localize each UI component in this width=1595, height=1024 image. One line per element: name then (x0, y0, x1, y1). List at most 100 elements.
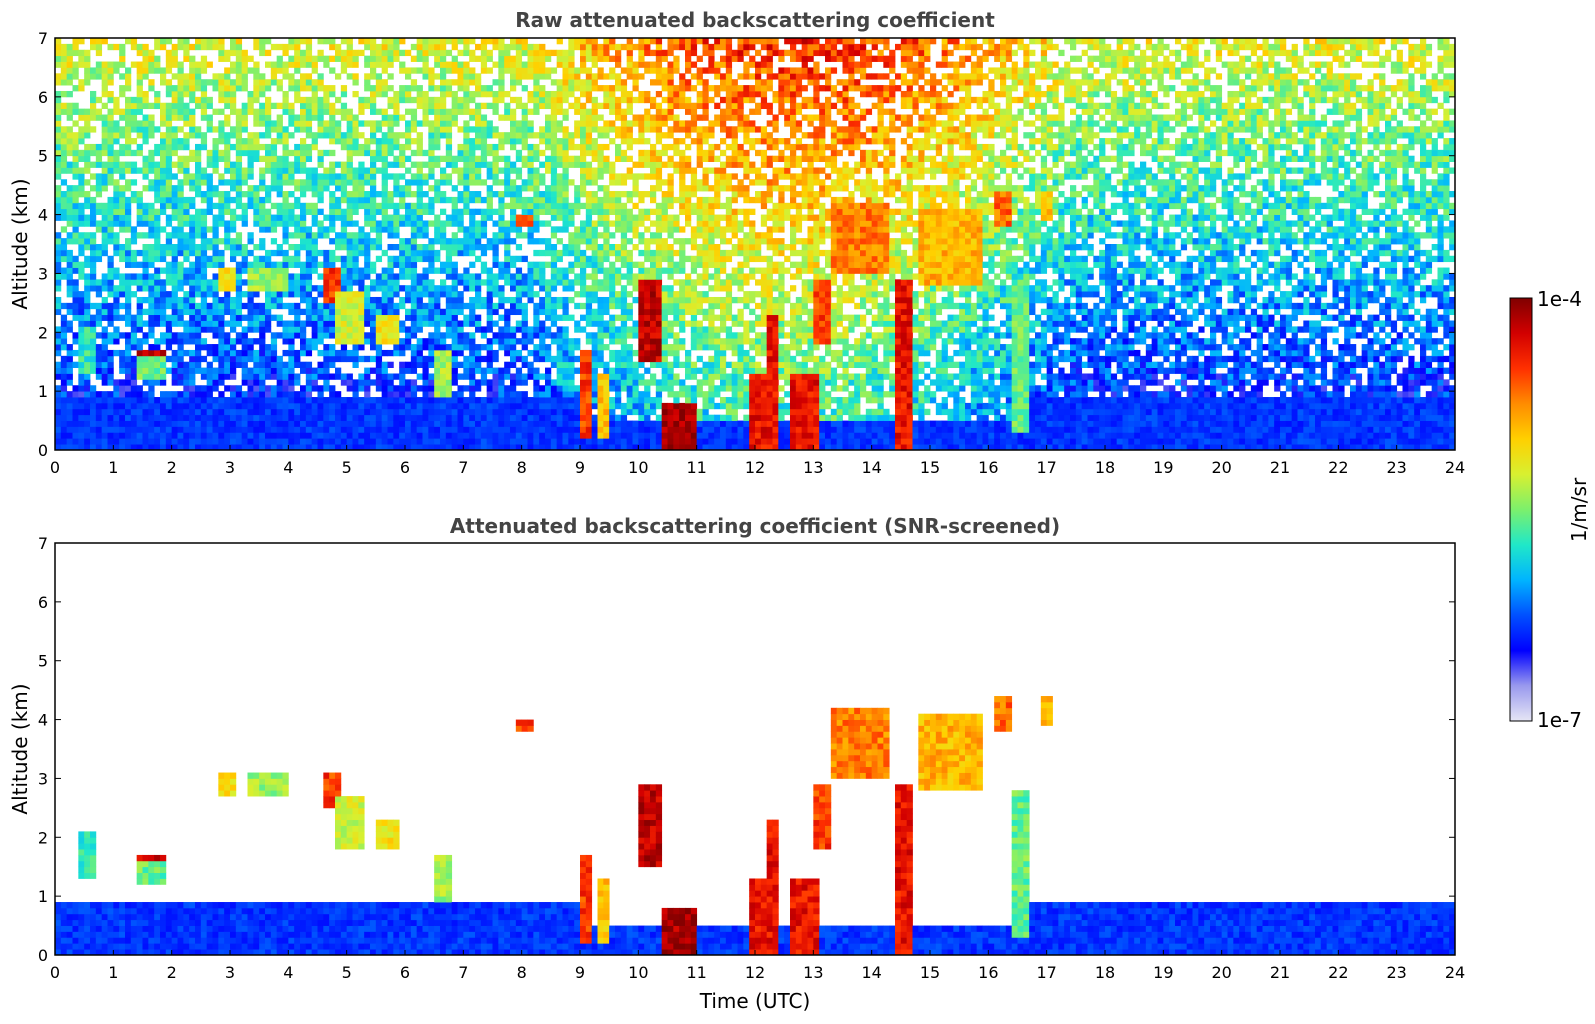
top-heatmap-cell (230, 368, 236, 374)
top-heatmap-cell (218, 338, 224, 344)
top-heatmap-cell (78, 250, 84, 256)
top-heatmap-cell (189, 179, 195, 185)
top-heatmap-cell (265, 362, 271, 368)
top-heatmap-cell (440, 432, 446, 438)
top-heatmap-cell (283, 432, 289, 438)
top-heatmap-cell (312, 403, 318, 409)
top-heatmap-cell (154, 291, 160, 297)
top-heatmap-cell (504, 203, 510, 209)
top-heatmap-cell (288, 403, 294, 409)
top-heatmap-cell (248, 91, 254, 97)
top-heatmap-cell (493, 356, 499, 362)
top-heatmap-cell (382, 215, 388, 221)
top-heatmap-cell (236, 291, 242, 297)
top-heatmap-cell (481, 162, 487, 168)
top-heatmap-cell (323, 103, 329, 109)
top-heatmap-cell (498, 426, 504, 432)
top-heatmap-cell (463, 209, 469, 215)
top-heatmap-cell (364, 103, 370, 109)
top-heatmap-cell (78, 191, 84, 197)
top-heatmap-cell (329, 268, 335, 274)
top-heatmap-cell (113, 197, 119, 203)
top-heatmap-cell (55, 426, 61, 432)
top-heatmap-cell (131, 126, 137, 132)
top-panel: Raw attenuated backscattering coefficien… (8, 8, 1465, 477)
top-heatmap-cell (533, 321, 539, 327)
top-heatmap-cell (131, 315, 137, 321)
top-heatmap-cell (347, 167, 353, 173)
top-heatmap-cell (399, 379, 405, 385)
top-heatmap-cell (364, 285, 370, 291)
top-heatmap-cell (329, 332, 335, 338)
top-heatmap-cell (277, 415, 283, 421)
top-heatmap-cell (213, 262, 219, 268)
top-heatmap-cell (294, 150, 300, 156)
top-heatmap-cell (417, 50, 423, 56)
top-heatmap-cell (388, 421, 394, 427)
top-heatmap-cell (563, 309, 569, 315)
top-heatmap-cell (335, 197, 341, 203)
top-heatmap-cell (586, 173, 592, 179)
top-heatmap-cell (428, 73, 434, 79)
top-heatmap-cell (230, 350, 236, 356)
top-heatmap-cell (452, 162, 458, 168)
top-heatmap-cell (119, 409, 125, 415)
top-heatmap-cell (388, 291, 394, 297)
top-heatmap-cell (143, 409, 149, 415)
top-heatmap-cell (294, 50, 300, 56)
top-heatmap-cell (434, 38, 440, 44)
top-heatmap-cell (481, 326, 487, 332)
top-heatmap-cell (283, 262, 289, 268)
top-heatmap-cell (539, 203, 545, 209)
top-heatmap-cell (195, 321, 201, 327)
top-heatmap-cell (563, 173, 569, 179)
top-heatmap-cell (236, 144, 242, 150)
top-heatmap-cell (283, 426, 289, 432)
top-heatmap-cell (458, 397, 464, 403)
top-heatmap-cell (160, 297, 166, 303)
top-heatmap-cell (55, 50, 61, 56)
top-heatmap-cell (557, 438, 563, 444)
top-heatmap-cell (312, 62, 318, 68)
top-heatmap-cell (189, 120, 195, 126)
top-heatmap-cell (458, 150, 464, 156)
top-heatmap-cell (84, 356, 90, 362)
top-heatmap-cell (230, 344, 236, 350)
top-heatmap-cell (399, 338, 405, 344)
top-heatmap-cell (90, 273, 96, 279)
top-heatmap-cell (388, 373, 394, 379)
top-heatmap-cell (528, 209, 534, 215)
top-heatmap-cell (428, 268, 434, 274)
top-heatmap-cell (481, 44, 487, 50)
top-heatmap-cell (213, 379, 219, 385)
top-heatmap-cell (358, 409, 364, 415)
top-heatmap-cell (102, 368, 108, 374)
top-heatmap-cell (417, 432, 423, 438)
top-heatmap-cell (545, 238, 551, 244)
top-heatmap-cell (277, 162, 283, 168)
top-heatmap-cell (318, 315, 324, 321)
top-heatmap-cell (487, 144, 493, 150)
top-heatmap-cell (557, 191, 563, 197)
top-heatmap-cell (271, 279, 277, 285)
top-heatmap-cell (411, 362, 417, 368)
top-heatmap-cell (90, 215, 96, 221)
top-heatmap-cell (259, 173, 265, 179)
top-heatmap-cell (318, 397, 324, 403)
top-heatmap-cell (102, 38, 108, 44)
top-heatmap-cell (178, 215, 184, 221)
top-heatmap-cell (312, 79, 318, 85)
top-heatmap-cell (78, 338, 84, 344)
top-heatmap-cell (405, 403, 411, 409)
top-heatmap-cell (522, 321, 528, 327)
top-heatmap-cell (166, 150, 172, 156)
top-heatmap-cell (323, 262, 329, 268)
top-heatmap-cell (148, 368, 154, 374)
top-heatmap-cell (125, 409, 131, 415)
top-heatmap-cell (347, 326, 353, 332)
top-heatmap-cell (119, 132, 125, 138)
top-heatmap-cell (248, 103, 254, 109)
top-heatmap-cell (539, 273, 545, 279)
top-heatmap-cell (294, 56, 300, 62)
top-heatmap-cell (405, 291, 411, 297)
